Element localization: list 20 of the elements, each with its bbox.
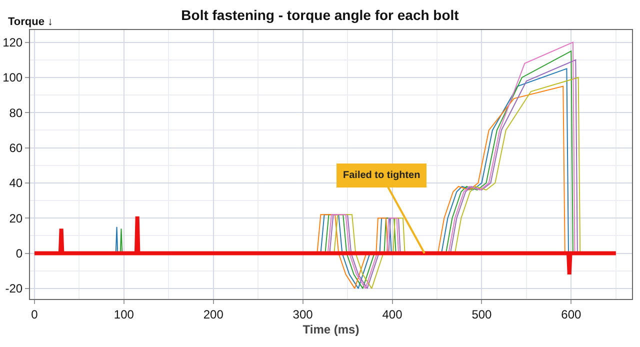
line-series [32,214,618,276]
annotation: Failed to tighten [343,170,420,181]
y-tick-label: 100 [2,70,23,85]
y-tick-label: 20 [9,211,23,226]
y-axis-title: Torque ↓ [8,16,54,28]
y-tick-label: 40 [9,176,23,190]
chart-title: Bolt fastening - torque angle for each bolt [181,7,460,24]
x-tick-label: 400 [382,307,403,322]
x-tick-label: 200 [203,307,224,322]
y-tick-label: 80 [9,106,23,120]
y-tick-label: 0 [16,246,23,260]
x-tick-label: 500 [472,307,492,322]
y-tick-label: -20 [5,282,23,296]
y-tick-label: 120 [2,36,23,50]
y-tick-label: 60 [9,141,23,155]
x-tick-label: 300 [292,307,314,322]
x-tick-label: 600 [561,307,582,322]
x-tick-label: 0 [31,307,38,322]
x-tick-label: 100 [114,307,134,322]
x-axis-title: Time (ms) [302,322,360,336]
